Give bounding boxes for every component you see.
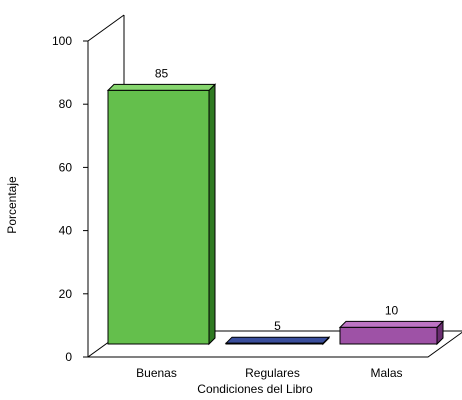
bar-front-face — [107, 89, 210, 345]
y-tick-label: 100 — [52, 34, 72, 48]
data-label: 10 — [385, 303, 399, 317]
x-axis-title: Condiciones del Libro — [197, 382, 313, 396]
x-tick-label: Buenas — [136, 366, 177, 380]
x-tick-label: Regulares — [245, 366, 300, 380]
data-label: 5 — [274, 319, 281, 333]
bar-top-face — [338, 320, 445, 328]
bar-top-face — [106, 83, 217, 91]
bar-front-face — [225, 342, 324, 345]
bar-buenas — [106, 83, 217, 346]
chart-bars — [106, 83, 445, 346]
bar-regulares — [224, 335, 331, 346]
bar-malas — [338, 320, 445, 346]
y-tick-label: 0 — [65, 350, 72, 364]
x-tick-label: Malas — [370, 366, 402, 380]
bar-side-face — [208, 83, 216, 346]
y-tick-label: 60 — [59, 160, 73, 174]
bar-top-face — [224, 336, 331, 344]
y-tick-label: 40 — [59, 224, 73, 238]
y-tick-label: 20 — [59, 287, 73, 301]
chart-labels: Condiciones del Libro Porcentaje 0 20 40 60… — [5, 34, 403, 396]
y-tick-label: 80 — [59, 97, 73, 111]
y-axis-title: Porcentaje — [5, 176, 19, 234]
back-wall-top-edge — [87, 14, 125, 42]
data-label: 85 — [155, 66, 169, 80]
bar-front-face — [339, 326, 438, 345]
